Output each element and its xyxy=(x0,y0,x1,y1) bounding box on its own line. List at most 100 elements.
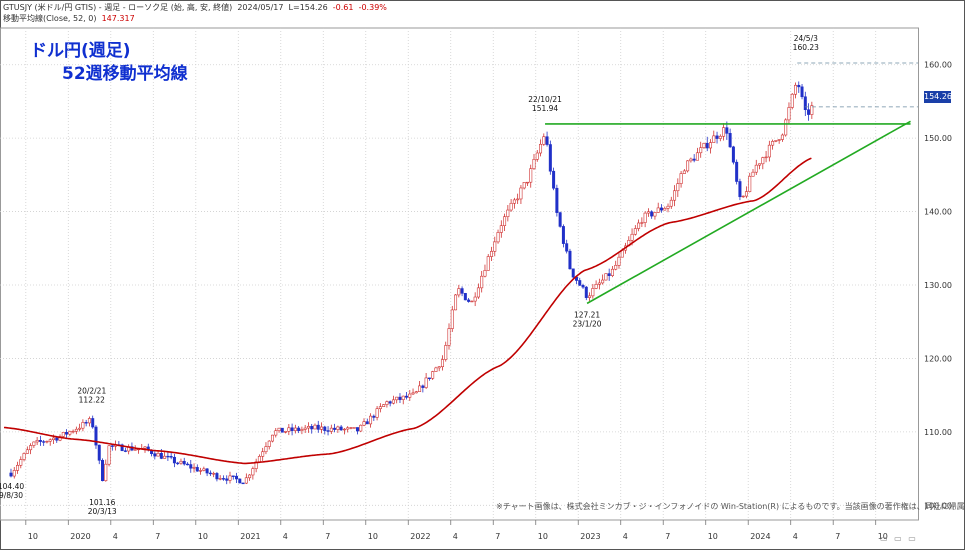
change-text: -0.61 xyxy=(332,3,354,12)
candle-body xyxy=(489,251,493,257)
candle-body xyxy=(333,427,337,430)
candle-body xyxy=(535,152,539,160)
candle-body xyxy=(182,460,186,465)
candle-body xyxy=(440,359,444,368)
candle-body xyxy=(228,475,232,481)
annotation-bottom-label: 160.23 xyxy=(793,43,819,52)
x-tick-label: 2022 xyxy=(410,532,430,541)
candle-body xyxy=(666,205,670,209)
candle-body xyxy=(695,152,699,161)
candle-body xyxy=(323,426,327,431)
candle-body xyxy=(676,183,680,192)
candle-body xyxy=(633,228,637,235)
y-tick-label: 130.00 xyxy=(924,281,952,290)
candle-body xyxy=(68,431,72,435)
candle-body xyxy=(300,429,304,431)
candle-body xyxy=(261,451,265,457)
x-tick-label: 2021 xyxy=(240,532,260,541)
candle-body xyxy=(705,142,709,149)
candle-body xyxy=(604,273,608,281)
candle-body xyxy=(793,84,797,95)
change-pct-text: -0.39% xyxy=(358,3,387,12)
candle-body xyxy=(584,286,588,298)
candle-body xyxy=(375,408,379,418)
candle-body xyxy=(738,181,742,198)
candle-body xyxy=(643,212,647,223)
y-tick-label: 110.00 xyxy=(924,428,952,437)
candle-body xyxy=(673,190,677,201)
x-tick-label: 7 xyxy=(325,532,330,541)
candle-body xyxy=(525,181,529,184)
candle-body xyxy=(123,450,127,452)
candle-body xyxy=(653,212,657,217)
candle-body xyxy=(421,385,425,388)
candle-body xyxy=(74,428,78,432)
candle-body xyxy=(172,456,176,464)
candle-body xyxy=(610,268,614,276)
candle-body xyxy=(784,119,788,136)
candle-body xyxy=(512,199,516,204)
candle-body xyxy=(104,463,108,482)
candle-body xyxy=(215,473,219,480)
x-tick-label: 10 xyxy=(708,532,718,541)
candle-body xyxy=(767,144,771,158)
candle-body xyxy=(16,464,20,471)
candle-body xyxy=(568,250,572,270)
candle-body xyxy=(790,93,794,108)
candle-body xyxy=(578,280,582,286)
candle-body xyxy=(457,288,461,296)
candle-body xyxy=(284,431,288,433)
candle-body xyxy=(565,243,569,252)
candle-body xyxy=(362,421,366,426)
candle-body xyxy=(558,212,562,227)
candle-body xyxy=(744,191,748,197)
candle-body xyxy=(290,427,294,431)
x-tick-label: 4 xyxy=(793,532,798,541)
candle-body xyxy=(22,453,26,460)
candle-body xyxy=(754,164,758,173)
candle-body xyxy=(257,456,261,463)
candle-body xyxy=(372,415,376,418)
candle-body xyxy=(166,455,170,458)
x-tick-label: 10 xyxy=(28,532,38,541)
candle-body xyxy=(506,209,510,218)
x-tick-label: 2023 xyxy=(580,532,600,541)
candle-body xyxy=(764,156,768,159)
candle-body xyxy=(473,296,477,302)
candle-body xyxy=(192,467,196,469)
date-text: 2024/05/17 xyxy=(237,3,284,12)
candle-body xyxy=(212,473,216,475)
candle-body xyxy=(199,470,203,472)
candle-body xyxy=(25,449,29,454)
candle-body xyxy=(519,187,523,200)
candle-body xyxy=(761,157,765,165)
candle-body xyxy=(496,232,500,243)
candle-body xyxy=(728,133,732,148)
candle-body xyxy=(741,195,745,198)
candle-body xyxy=(483,270,487,277)
candle-body xyxy=(659,207,663,211)
candle-body xyxy=(401,395,405,400)
candle-body xyxy=(61,431,65,437)
candle-body xyxy=(352,427,356,429)
candle-body xyxy=(133,449,137,451)
x-tick-label: 7 xyxy=(155,532,160,541)
candle-body xyxy=(297,427,301,431)
x-tick-label: 7 xyxy=(495,532,500,541)
window-control-icons[interactable]: ▭ ▭ ▭ xyxy=(880,534,918,543)
candle-body xyxy=(329,427,333,432)
y-tick-label: 140.00 xyxy=(924,208,952,217)
candle-body xyxy=(601,279,605,284)
annotation-top-label: 104.40 xyxy=(0,482,24,491)
x-tick-label: 10 xyxy=(878,532,888,541)
current-price-tag: 154.26 xyxy=(924,91,952,103)
x-tick-label: 10 xyxy=(538,532,548,541)
candle-body xyxy=(555,187,559,213)
candle-body xyxy=(159,453,163,459)
candle-body xyxy=(669,199,673,207)
candle-body xyxy=(38,439,42,442)
candle-body xyxy=(656,207,660,213)
candle-body xyxy=(493,241,497,252)
annotation-bottom-label: 9/8/30 xyxy=(0,491,23,500)
